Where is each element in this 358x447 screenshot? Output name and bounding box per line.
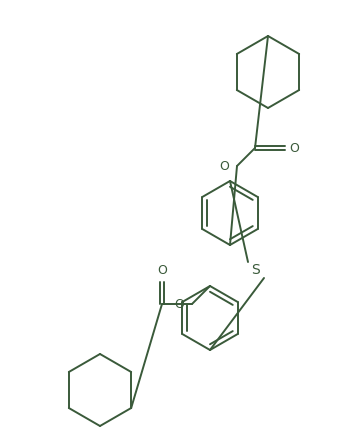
Text: O: O xyxy=(289,142,299,155)
Text: O: O xyxy=(157,264,167,277)
Text: O: O xyxy=(219,160,229,173)
Text: O: O xyxy=(174,299,184,312)
Text: S: S xyxy=(252,263,260,277)
